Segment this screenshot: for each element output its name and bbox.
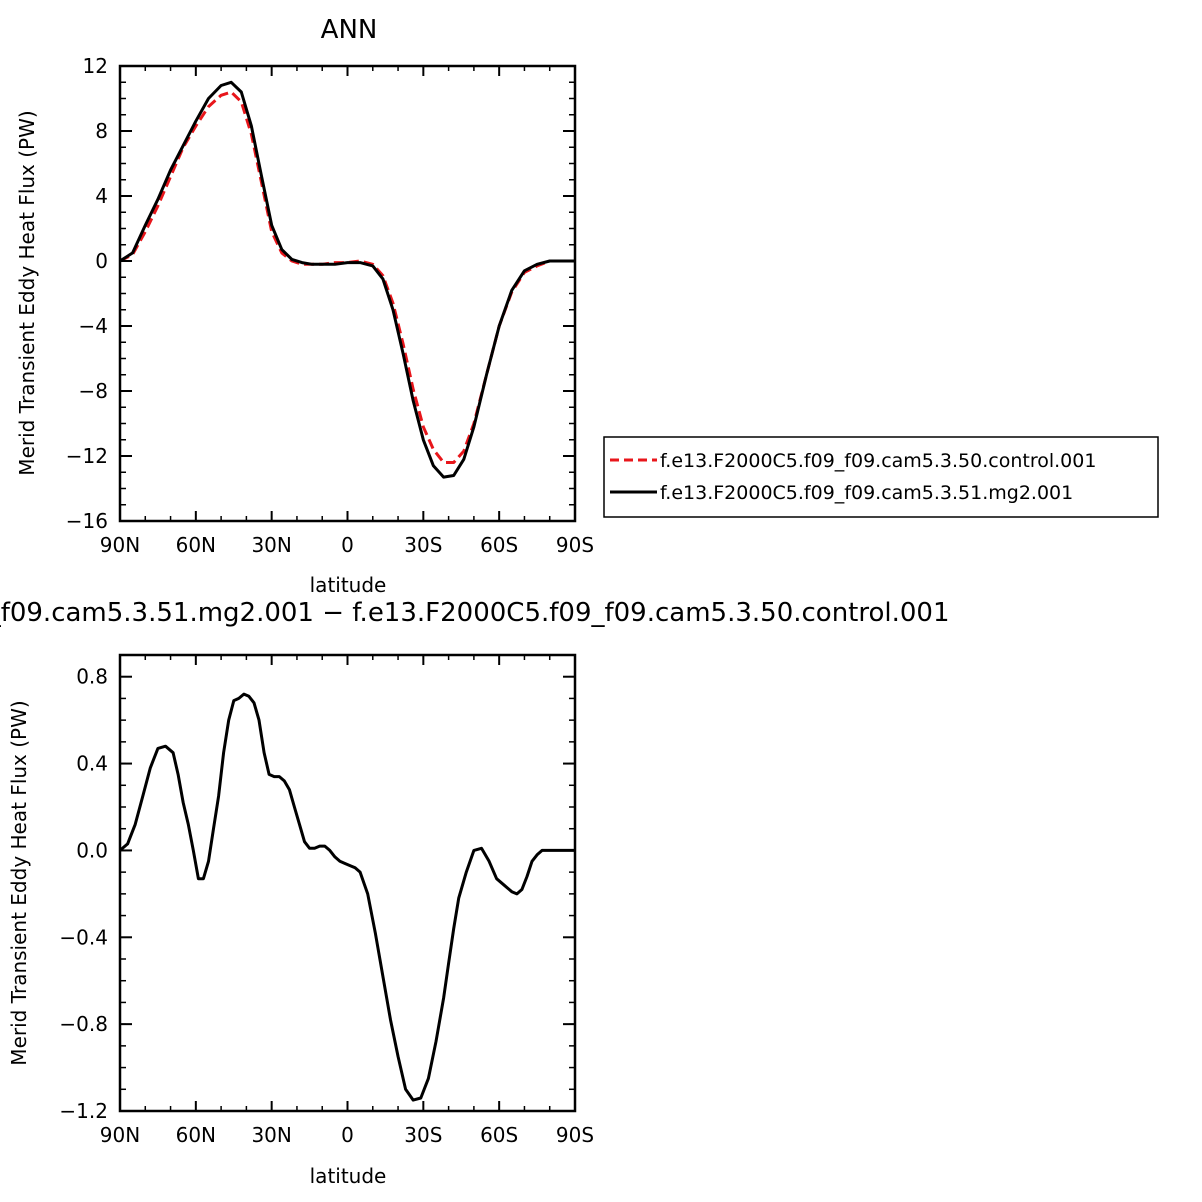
y-tick-label: −0.4	[59, 925, 108, 949]
x-tick-label: 30N	[251, 533, 291, 557]
y-tick-label: −16	[66, 509, 108, 533]
x-tick-label: 0	[341, 1123, 354, 1147]
x-tick-label: 60N	[176, 1123, 216, 1147]
y-tick-label: 0.4	[76, 752, 108, 776]
x-tick-label: 60N	[176, 533, 216, 557]
x-tick-label: 90N	[100, 533, 140, 557]
x-tick-label: 30S	[404, 533, 442, 557]
top-plot-frame	[118, 64, 577, 523]
bottom-plot-area	[119, 654, 576, 1112]
series-line-0	[119, 90, 575, 464]
legend-label-mg2: f.e13.F2000C5.f09_f09.cam5.3.51.mg2.001	[660, 482, 1073, 504]
chart-title: ANN	[321, 15, 378, 45]
y-tick-label: 0.8	[76, 665, 108, 689]
x-tick-label: 90S	[556, 533, 594, 557]
y-tick-label: −12	[66, 444, 108, 468]
x-tick-label: 90N	[100, 1123, 140, 1147]
y-tick-label: 0	[95, 249, 108, 273]
y-tick-label: −1.2	[59, 1099, 108, 1123]
top-panel: ANN latitude Merid Transient Eddy Heat F…	[15, 15, 594, 597]
x-tick-label: 30N	[251, 1123, 291, 1147]
bottom-plot-frame	[118, 653, 577, 1113]
y-tick-label: −0.8	[59, 1012, 108, 1036]
x-tick-label: 0	[341, 533, 354, 557]
series-line-0	[119, 692, 575, 1102]
legend-label-control: f.e13.F2000C5.f09_f09.cam5.3.50.control.…	[660, 450, 1096, 472]
x-tick-label: 60S	[480, 533, 518, 557]
legend-box	[603, 436, 1159, 518]
y-tick-label: 4	[95, 184, 108, 208]
x-tick-label: 90S	[556, 1123, 594, 1147]
legend: f.e13.F2000C5.f09_f09.cam5.3.50.control.…	[603, 436, 1159, 518]
y-tick-label: −4	[79, 314, 108, 338]
bottom-panel: f.e13.F2000C5.f09_f09.cam5.3.51.mg2.001 …	[0, 598, 950, 1188]
top-plot-area	[119, 65, 576, 522]
series-line-1	[119, 80, 575, 479]
x-tick-label: 30S	[404, 1123, 442, 1147]
y-tick-label: 12	[83, 54, 108, 78]
y-tick-label: −8	[79, 379, 108, 403]
y-axis-label: Merid Transient Eddy Heat Flux (PW)	[7, 700, 31, 1065]
x-axis-label: latitude	[310, 1164, 387, 1188]
y-axis-label: Merid Transient Eddy Heat Flux (PW)	[15, 110, 39, 475]
y-tick-label: 0.0	[76, 838, 108, 862]
x-axis-label: latitude	[310, 573, 387, 597]
x-tick-label: 60S	[480, 1123, 518, 1147]
y-tick-label: 8	[95, 119, 108, 143]
difference-title: f.e13.F2000C5.f09_f09.cam5.3.51.mg2.001 …	[0, 598, 950, 628]
